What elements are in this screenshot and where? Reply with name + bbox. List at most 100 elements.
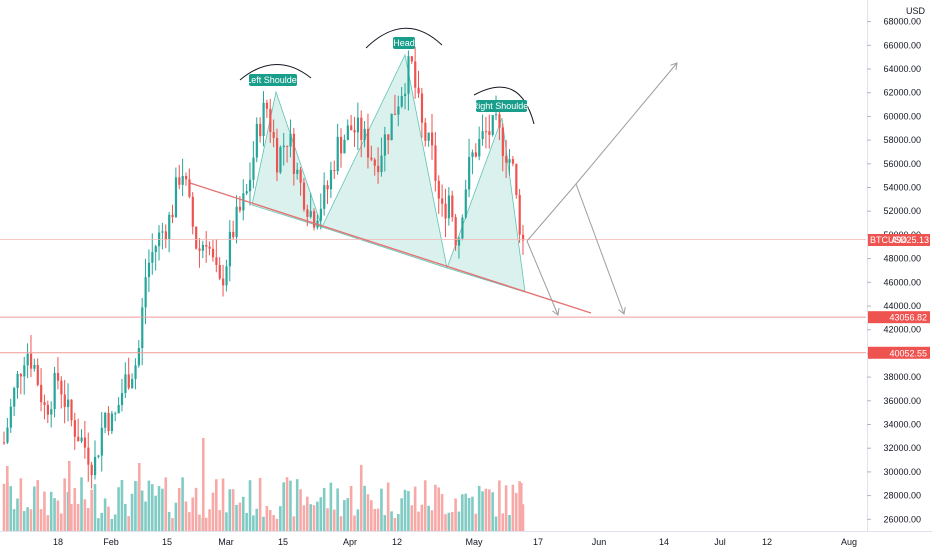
candle-body [144, 277, 147, 308]
candle-body [104, 412, 107, 428]
level-price-badge: 43056.82 [889, 313, 927, 323]
volume-bar [501, 513, 505, 531]
candle-body [498, 114, 501, 128]
volume-bar [184, 501, 188, 531]
price-tick-label: 36000.00 [883, 396, 921, 406]
volume-bar [268, 509, 272, 531]
candle-body [181, 175, 184, 185]
volume-bar [202, 438, 205, 531]
candle-body [390, 113, 393, 141]
candle-body [451, 195, 454, 218]
volume-bar [400, 498, 403, 531]
volume-bar [43, 491, 46, 531]
candle-body [222, 278, 225, 286]
volume-bar [63, 478, 66, 531]
candle-body [468, 156, 471, 190]
volume-bar [423, 480, 427, 531]
volume-bar [393, 518, 397, 531]
volume-bar [332, 509, 336, 531]
volume-bar [498, 480, 501, 531]
level-price-badge-box [868, 311, 930, 324]
volume-bar [113, 514, 117, 531]
candle-body [296, 169, 299, 174]
price-tick-label: 68000.00 [883, 17, 921, 27]
volume-bar [319, 497, 323, 531]
price-axis[interactable]: 26000.00 28000.00 30000.00 32000.00 34000.00… [867, 0, 930, 531]
volume-bar [16, 498, 19, 531]
symbol-badge-label: BTCUSD [870, 235, 908, 245]
currency-label: USD [906, 6, 926, 16]
candle-body [336, 136, 339, 172]
pattern-label: Right Shoulder [472, 101, 532, 111]
volume-bar [171, 518, 174, 531]
time-tick-label: 14 [659, 537, 669, 547]
projection-path-down [526, 240, 559, 316]
volume-bar [255, 508, 259, 531]
candle-body [400, 95, 403, 107]
left-shoulder-arc [239, 64, 312, 81]
volume-bar [36, 480, 39, 531]
volume-bar [218, 510, 221, 531]
volume-bar [6, 466, 9, 531]
candle-body [127, 374, 130, 389]
volume-bar [396, 513, 400, 531]
volume-bar [312, 505, 316, 531]
candle-body [420, 93, 424, 123]
volume-bar [134, 480, 137, 531]
volume-bar [440, 494, 444, 531]
candle-body [23, 365, 26, 377]
candle-body [511, 159, 515, 164]
volume-bar [258, 477, 262, 531]
pattern-label-box [249, 74, 297, 86]
volume-bar [346, 498, 350, 531]
volume-bar [437, 487, 441, 531]
volume-bar [70, 503, 73, 531]
volume-bar [520, 483, 523, 531]
candle-body [478, 139, 481, 157]
volume-bar [154, 495, 157, 531]
volume-bar [386, 482, 390, 531]
volume-bar [225, 512, 228, 531]
volume-bar [427, 505, 430, 531]
candle-body [255, 123, 258, 158]
candle-body [174, 177, 178, 218]
candle-body [198, 248, 201, 251]
candle-body [275, 137, 279, 173]
time-tick-label: Apr [343, 537, 357, 547]
price-tick-label: 58000.00 [883, 135, 921, 145]
candle-body [356, 117, 360, 133]
volume-bar [138, 463, 141, 531]
price-tick-label: 32000.00 [883, 443, 921, 453]
candle-body [272, 132, 275, 138]
candle-body [279, 147, 282, 173]
volume-bar [68, 461, 71, 531]
candle-body [134, 365, 137, 380]
candle-body [313, 211, 316, 228]
volume-bar [147, 480, 151, 531]
time-axis[interactable]: 18 Feb 15 Mar 15 Apr 12 May 17 Jun 14 Jul 12 Aug [0, 531, 932, 548]
candle-body [40, 384, 43, 403]
arrowhead-up [670, 62, 678, 70]
volume-bar [86, 507, 90, 531]
time-tick-label: Feb [103, 537, 119, 547]
volume-bar [447, 512, 451, 531]
candle-body [299, 169, 302, 183]
candle-body [46, 404, 50, 415]
candle-body [329, 170, 333, 190]
candle-body [518, 194, 521, 235]
volume-bar [481, 491, 484, 531]
volume-bar [494, 516, 498, 531]
projection-path-breakout [575, 62, 678, 185]
volume-bar [73, 488, 77, 531]
volume-bar [76, 503, 80, 531]
candle-body [228, 231, 231, 267]
candle-body [100, 427, 103, 456]
volume-bar [322, 487, 326, 531]
volume-bar [454, 498, 457, 531]
volume-bar [430, 510, 434, 531]
volume-bar [177, 487, 181, 531]
candle-body [13, 388, 16, 407]
candle-body [353, 130, 356, 133]
price-tick-label: 42000.00 [883, 325, 921, 335]
